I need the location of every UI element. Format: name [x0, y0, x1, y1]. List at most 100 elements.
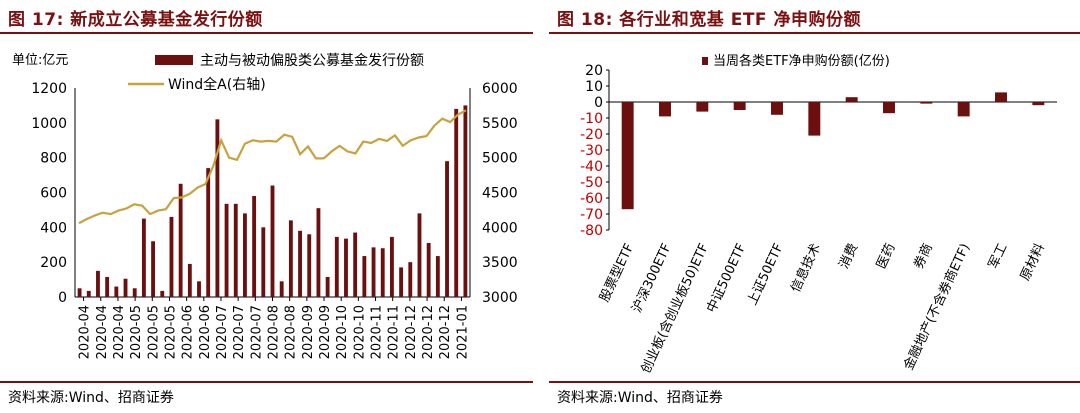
- right-y-tick-label: 4500: [482, 186, 518, 202]
- left-y-tick-label: 200: [40, 255, 67, 271]
- category-label: 消费: [837, 241, 862, 271]
- x-tick-label: 2020-06: [198, 305, 213, 359]
- right-title-rule: [549, 32, 1080, 34]
- etf-net-subscription-bar: [1032, 102, 1045, 106]
- fund-issuance-bar: [187, 263, 192, 297]
- left-y-tick-label: 1000: [31, 116, 67, 132]
- fund-issuance-bar: [261, 227, 266, 297]
- legend-bar-swatch: [155, 55, 193, 65]
- right-chart: 当周各类ETF净申购份额(亿份)20100-10-20-30-40-50-60-…: [580, 53, 1057, 376]
- category-label: 中证500ETF: [704, 241, 749, 315]
- y-tick-label: -30: [580, 143, 603, 159]
- fund-issuance-bar: [114, 286, 119, 297]
- x-tick-label: 2020-12: [404, 305, 419, 359]
- right-y-tick-label: 6000: [482, 81, 518, 97]
- x-tick-label: 2020-11: [370, 305, 385, 359]
- x-tick-label: 2020-08: [267, 305, 282, 359]
- fund-issuance-bar: [160, 290, 165, 297]
- etf-net-subscription-bar: [696, 102, 709, 112]
- category-label: 军工: [986, 241, 1011, 271]
- y-tick-label: 20: [585, 63, 603, 79]
- x-tick-label: 2020-07: [215, 305, 230, 359]
- etf-net-subscription-bar: [957, 102, 970, 117]
- fund-issuance-bar: [316, 208, 321, 297]
- y-tick-label: -80: [580, 223, 603, 239]
- x-tick-label: 2020-09: [318, 305, 333, 359]
- fund-issuance-bar: [463, 105, 468, 298]
- y-tick-label: 0: [594, 95, 603, 111]
- etf-net-subscription-bar: [883, 102, 895, 114]
- left-y-tick-label: 600: [40, 186, 67, 202]
- right-y-tick-label: 3500: [482, 255, 518, 271]
- y-tick-label: -10: [580, 111, 603, 127]
- left-title-rule: [0, 32, 533, 34]
- left-source-note: 资料来源:Wind、招商证券: [8, 390, 174, 406]
- x-tick-label: 2020-08: [284, 305, 299, 359]
- category-label: 券商: [910, 241, 935, 271]
- fund-issuance-bar: [288, 220, 293, 297]
- fund-issuance-bar: [96, 270, 100, 297]
- fund-issuance-bar: [426, 243, 431, 297]
- legend-bar-label: 主动与被动偏股类公募基金发行份额: [200, 52, 424, 69]
- fund-issuance-bar: [178, 183, 183, 297]
- left-y-tick-label: 800: [40, 151, 67, 167]
- fund-issuance-bar: [353, 232, 358, 297]
- x-tick-label: 2020-05: [129, 305, 144, 359]
- x-tick-label: 2020-09: [301, 305, 316, 359]
- fund-issuance-bar: [298, 230, 302, 297]
- right-y-tick-label: 5500: [482, 116, 518, 132]
- fund-issuance-bar: [334, 236, 339, 297]
- fund-issuance-bar: [389, 236, 394, 297]
- fund-issuance-bar: [105, 276, 110, 297]
- fund-issuance-bar: [169, 216, 174, 297]
- left-y-tick-label: 400: [40, 220, 67, 236]
- fund-issuance-bar: [132, 288, 137, 297]
- left-figure-title: 图 17: 新成立公募基金发行份额: [8, 10, 263, 30]
- x-tick-label: 2020-07: [249, 305, 264, 359]
- fund-issuance-bar: [445, 161, 449, 297]
- fund-issuance-bar: [224, 203, 229, 297]
- fund-issuance-bar: [233, 203, 238, 297]
- category-label: 金融地产(不含券商ETF): [901, 241, 974, 373]
- fund-issuance-bar: [123, 278, 128, 297]
- x-tick-label: 2020-05: [146, 305, 161, 359]
- right-source-note: 资料来源:Wind、招商证券: [557, 390, 723, 406]
- unit-label: 单位:亿元: [12, 53, 68, 68]
- category-label: 信息技术: [787, 241, 823, 295]
- fund-issuance-bar: [344, 238, 348, 297]
- x-tick-label: 2020-10: [352, 305, 367, 359]
- x-tick-label: 2020-07: [232, 305, 247, 359]
- etf-net-subscription-bar: [920, 102, 933, 104]
- fund-issuance-bar: [252, 195, 257, 297]
- etf-net-subscription-bar: [808, 102, 821, 136]
- x-tick-label: 2020-10: [335, 305, 350, 359]
- wind-all-a-line: [78, 109, 467, 225]
- right-figure-panel: 图 18: 各行业和宽基 ETF 净申购份额 当周各类ETF净申购份额(亿份) 2…: [549, 0, 1080, 413]
- x-tick-label: 2020-04: [112, 305, 127, 359]
- fund-issuance-bar: [197, 281, 201, 297]
- x-tick-label: 2020-04: [95, 305, 110, 359]
- right-y-tick-label: 3000: [482, 290, 518, 306]
- fund-issuance-bar: [435, 256, 440, 297]
- etf-net-subscription-bar: [995, 92, 1007, 102]
- left-chart: 单位:亿元 0 200 400 600 800 1000 1200 3000 3500 4000 45…: [12, 52, 518, 359]
- etf-net-subscription-bar: [659, 102, 671, 117]
- fund-issuance-bar: [399, 267, 404, 297]
- left-y-tick-label: 1200: [31, 81, 67, 97]
- right-figure-title: 图 18: 各行业和宽基 ETF 净申购份额: [557, 10, 861, 30]
- category-label: 沪深300ETF: [629, 241, 675, 315]
- fund-issuance-bar: [243, 213, 247, 297]
- fund-issuance-bar: [86, 290, 91, 297]
- x-tick-label: 2020-04: [78, 305, 93, 359]
- fund-issuance-bar: [307, 234, 312, 297]
- etf-net-subscription-bar: [621, 102, 634, 210]
- etf-net-subscription-bar: [733, 102, 746, 110]
- fund-issuance-bar: [270, 185, 275, 297]
- left-y-tick-label: 0: [58, 290, 67, 306]
- fund-issuance-bar: [362, 256, 367, 297]
- category-label: 原材料: [1018, 241, 1048, 283]
- fund-issuance-bar: [417, 213, 422, 297]
- x-tick-label: 2020-05: [163, 305, 178, 359]
- fund-issuance-bar: [215, 119, 220, 297]
- category-label: 医药: [874, 241, 899, 271]
